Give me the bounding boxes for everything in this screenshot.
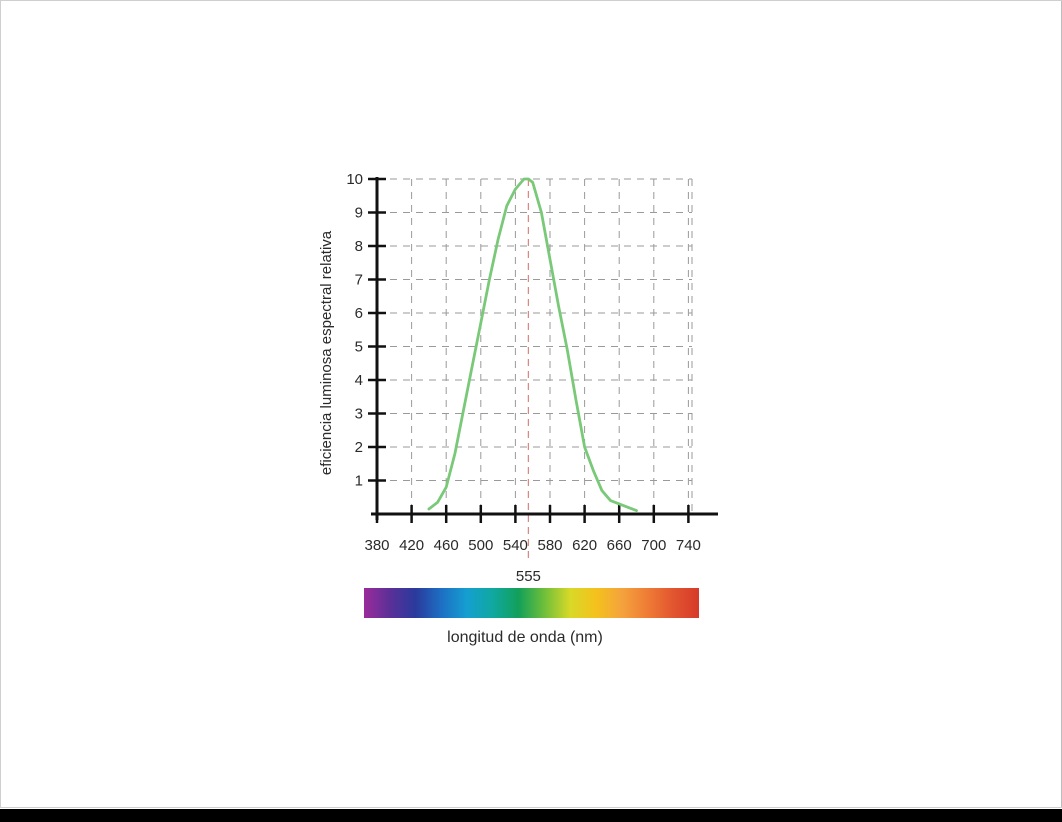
x-tick-label-380: 380 <box>364 537 389 554</box>
x-tick-label-420: 420 <box>399 537 424 554</box>
tick-labels: 1 2 3 4 5 6 7 8 9 10 380 420 460 500 540 580 620 660 700 74… <box>346 171 701 554</box>
x-tick-label-740: 740 <box>676 537 701 554</box>
y-tick-label-6: 6 <box>355 305 363 322</box>
y-axis-label: eficiencia luminosa espectral relativa <box>318 230 335 475</box>
axes <box>371 177 718 520</box>
highlight-tick-label: 555 <box>516 568 541 585</box>
x-tick-label-500: 500 <box>468 537 493 554</box>
x-tick-label-540: 540 <box>503 537 528 554</box>
ticks <box>368 177 690 523</box>
y-tick-label-9: 9 <box>355 205 363 222</box>
x-tick-label-580: 580 <box>537 537 562 554</box>
y-tick-label-8: 8 <box>355 238 363 255</box>
x-tick-label-700: 700 <box>641 537 666 554</box>
x-axis-label: longitud de onda (nm) <box>447 629 603 646</box>
bottom-bar <box>0 809 1062 822</box>
y-tick-label-4: 4 <box>355 372 363 389</box>
grid <box>377 178 693 560</box>
series <box>427 177 638 512</box>
y-tick-label-5: 5 <box>355 339 363 356</box>
x-tick-label-660: 660 <box>607 537 632 554</box>
y-tick-label-2: 2 <box>355 439 363 456</box>
x-tick-label-620: 620 <box>572 537 597 554</box>
series-line-0 <box>427 177 638 512</box>
y-tick-label-7: 7 <box>355 272 363 289</box>
visible-spectrum-bar <box>364 588 699 618</box>
y-tick-label-3: 3 <box>355 406 363 423</box>
x-tick-label-460: 460 <box>434 537 459 554</box>
y-tick-label-10: 10 <box>346 171 363 188</box>
y-tick-label-1: 1 <box>355 473 363 490</box>
